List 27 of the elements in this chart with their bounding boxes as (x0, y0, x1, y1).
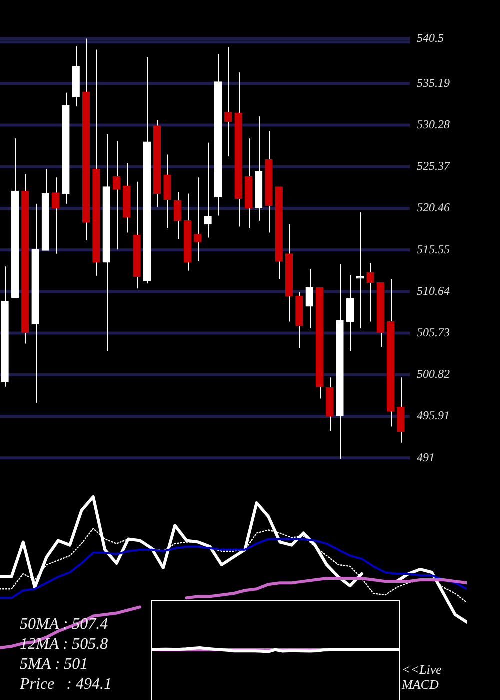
text: Price : 494.1 (20, 676, 112, 693)
text: 5MA : 501 (20, 656, 88, 673)
y-tick-label: 530.28 (417, 117, 450, 132)
candlestick (366, 262, 374, 322)
y-tick-label: 495.91 (417, 408, 450, 423)
text: <<Live MACD (402, 662, 443, 692)
annotation: 12MA : 505.8 (20, 636, 108, 653)
candlestick (306, 268, 314, 329)
y-tick-label: 540.5 (417, 30, 444, 45)
candlestick (346, 274, 354, 352)
y-tick-label: 520.46 (417, 200, 450, 215)
candlestick (164, 154, 172, 229)
y-tick-label: 515.55 (417, 242, 450, 256)
candlestick (397, 377, 405, 444)
candlestick (356, 212, 364, 329)
candlestick (174, 192, 182, 240)
y-tick-label: 510.64 (417, 284, 450, 298)
candlestick (224, 46, 232, 157)
candlestick (194, 177, 202, 262)
candlestick (112, 140, 121, 250)
y-tick-label: 525.37 (417, 159, 451, 174)
y-tick-label: 535.19 (417, 76, 450, 90)
candlestick (204, 142, 212, 238)
y-tick-label: 491 (417, 450, 435, 464)
y-tick-label: 505.73 (417, 325, 450, 340)
candlestick (52, 177, 60, 254)
y-tick-label: 500.82 (417, 367, 450, 382)
